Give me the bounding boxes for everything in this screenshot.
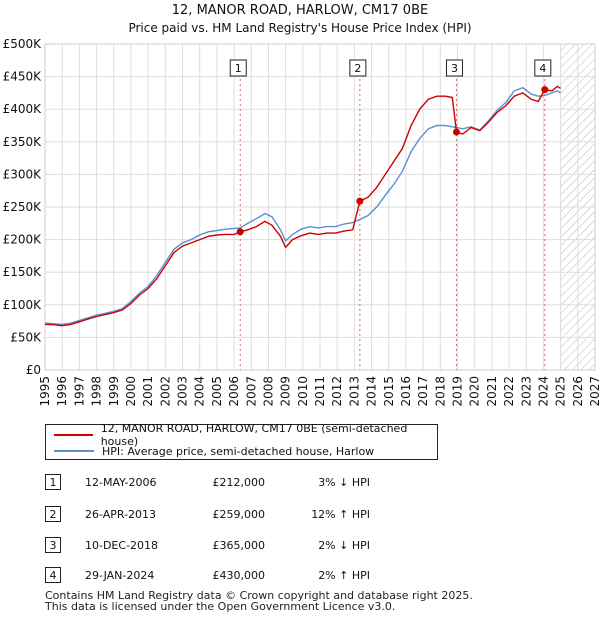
y-tick-label: £450K [3, 70, 43, 84]
plot-border [44, 43, 596, 371]
transaction-badge-label: 4 [539, 62, 546, 75]
transaction-date: 10-DEC-2018 [85, 539, 159, 552]
y-tick-label: £500K [3, 37, 43, 51]
x-tick-label: 2018 [433, 376, 447, 407]
transaction-badge [229, 59, 247, 77]
x-tick-label: 2027 [588, 376, 600, 407]
transaction-point [356, 197, 364, 205]
y-tick-label: £200K [3, 233, 43, 247]
x-tick-label: 2005 [210, 376, 224, 407]
x-tick-label: 2026 [571, 376, 585, 407]
property-price-line [44, 85, 561, 327]
transaction-date: 26-APR-2013 [85, 508, 157, 521]
transaction-price: £212,000 [212, 476, 266, 489]
x-tick-label: 2024 [536, 376, 550, 407]
transaction-point [452, 128, 460, 136]
table-row: 4 29-JAN-2024 £430,000 2% ↑ HPI [45, 567, 405, 585]
x-tick-label: 2016 [399, 376, 413, 407]
x-tick-label: 2008 [261, 376, 275, 407]
y-tick-label: £300K [3, 167, 43, 181]
transaction-number: 3 [45, 537, 61, 553]
y-tick-label: £400K [3, 102, 43, 116]
transaction-number: 2 [45, 506, 61, 522]
y-tick-label: £150K [3, 265, 43, 279]
x-tick-label: 2011 [313, 376, 327, 407]
footer-copyright: Contains HM Land Registry data © Crown c… [45, 589, 473, 602]
transaction-badge-label: 1 [235, 62, 242, 75]
x-tick-label: 2007 [244, 376, 258, 407]
x-tick-label: 2002 [158, 376, 172, 407]
chart-title: 12, MANOR ROAD, HARLOW, CM17 0BE [172, 3, 428, 18]
price-chart: 12, MANOR ROAD, HARLOW, CM17 0BE Price pa… [3, 3, 600, 407]
x-tick-label: 2012 [330, 376, 344, 407]
x-tick-label: 2003 [176, 376, 190, 407]
transaction-date: 12-MAY-2006 [85, 476, 157, 489]
transaction-hpi-diff: 2% ↑ HPI [318, 569, 370, 582]
transaction-hpi-diff: 2% ↓ HPI [318, 539, 370, 552]
legend-item-property: 12, MANOR ROAD, HARLOW, CM17 0BE (semi-d… [54, 422, 437, 448]
x-tick-label: 2013 [347, 376, 361, 407]
legend-label-hpi: HPI: Average price, semi-detached house,… [102, 444, 375, 458]
transaction-date: 29-JAN-2024 [85, 569, 155, 582]
x-tick-label: 2020 [468, 376, 482, 407]
transaction-point [236, 228, 244, 236]
footer-attribution: Contains HM Land Registry data © Crown c… [45, 590, 473, 612]
transaction-number: 4 [45, 567, 61, 583]
x-tick-label: 2001 [141, 376, 155, 407]
transaction-badge-label: 2 [354, 62, 361, 75]
y-tick-label: £50K [10, 330, 42, 344]
x-tick-label: 2014 [365, 376, 379, 407]
legend-swatch-hpi [54, 450, 94, 452]
x-tick-label: 2019 [451, 376, 465, 407]
transaction-hpi-diff: 3% ↓ HPI [318, 476, 370, 489]
transaction-badge [349, 59, 367, 77]
y-tick-label: £350K [3, 135, 43, 149]
x-tick-label: 2023 [519, 376, 533, 407]
x-tick-label: 2017 [416, 376, 430, 407]
transaction-price: £365,000 [212, 539, 266, 552]
x-tick-label: 2009 [279, 376, 293, 407]
y-tick-label: £100K [3, 298, 43, 312]
transaction-hpi-diff: 12% ↑ HPI [311, 508, 370, 521]
x-tick-label: 2021 [485, 376, 499, 407]
x-tick-label: 1995 [38, 376, 52, 407]
x-tick-label: 2000 [124, 376, 138, 407]
table-row: 1 12-MAY-2006 £212,000 3% ↓ HPI [45, 474, 405, 492]
legend-item-hpi: HPI: Average price, semi-detached house,… [54, 443, 374, 459]
table-row: 2 26-APR-2013 £259,000 12% ↑ HPI [45, 506, 405, 524]
y-tick-label: £0 [26, 363, 41, 377]
x-tick-label: 2022 [502, 376, 516, 407]
x-tick-label: 2004 [193, 376, 207, 407]
transaction-badge [534, 59, 552, 77]
footer-licence: This data is licensed under the Open Gov… [45, 600, 396, 613]
x-tick-label: 1996 [55, 376, 69, 407]
transaction-badge [445, 59, 463, 77]
transaction-badge-label: 3 [451, 62, 458, 75]
x-tick-label: 1999 [107, 376, 121, 407]
x-tick-label: 2025 [554, 376, 568, 407]
chart-subtitle: Price paid vs. HM Land Registry's House … [128, 21, 471, 35]
transaction-number: 1 [45, 474, 61, 490]
transaction-price: £259,000 [212, 508, 266, 521]
transaction-price: £430,000 [212, 569, 266, 582]
table-row: 3 10-DEC-2018 £365,000 2% ↓ HPI [45, 537, 405, 555]
transaction-point [541, 86, 549, 94]
x-tick-label: 2015 [382, 376, 396, 407]
y-tick-label: £250K [3, 200, 43, 214]
legend-swatch-property [54, 434, 93, 436]
legend: 12, MANOR ROAD, HARLOW, CM17 0BE (semi-d… [45, 422, 438, 460]
x-tick-label: 2010 [296, 376, 310, 407]
legend-label-property: 12, MANOR ROAD, HARLOW, CM17 0BE (semi-d… [100, 422, 408, 448]
x-tick-label: 2006 [227, 376, 241, 407]
x-tick-label: 1997 [72, 376, 86, 407]
x-tick-label: 1998 [90, 376, 104, 407]
